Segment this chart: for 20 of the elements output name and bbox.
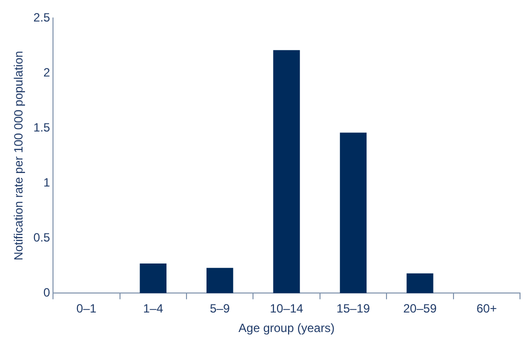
y-tick-label: 1.5: [33, 120, 50, 135]
bar: [340, 132, 367, 294]
x-tick-label: 0–1: [76, 302, 97, 316]
bar: [406, 273, 434, 294]
y-tick-label: 2: [43, 66, 50, 80]
x-tick-label: 15–19: [336, 302, 370, 316]
x-tick-label: 5–9: [210, 302, 230, 316]
y-tick-label: 1: [43, 176, 50, 190]
bar: [273, 50, 300, 294]
bar: [206, 268, 234, 294]
x-tick-label: 1–4: [143, 302, 164, 316]
y-tick-label: 0: [43, 286, 50, 300]
x-axis-title: Age group (years): [238, 321, 335, 336]
bar: [140, 264, 166, 294]
y-tick-label: 2.5: [33, 10, 50, 25]
x-tick-label: 60+: [476, 302, 497, 316]
x-tick-label: 10–14: [270, 302, 304, 316]
y-tick-label: 0.5: [33, 230, 50, 245]
y-axis-title: Notification rate per 100 000 population: [12, 50, 26, 260]
x-tick-label: 20–59: [403, 302, 437, 316]
